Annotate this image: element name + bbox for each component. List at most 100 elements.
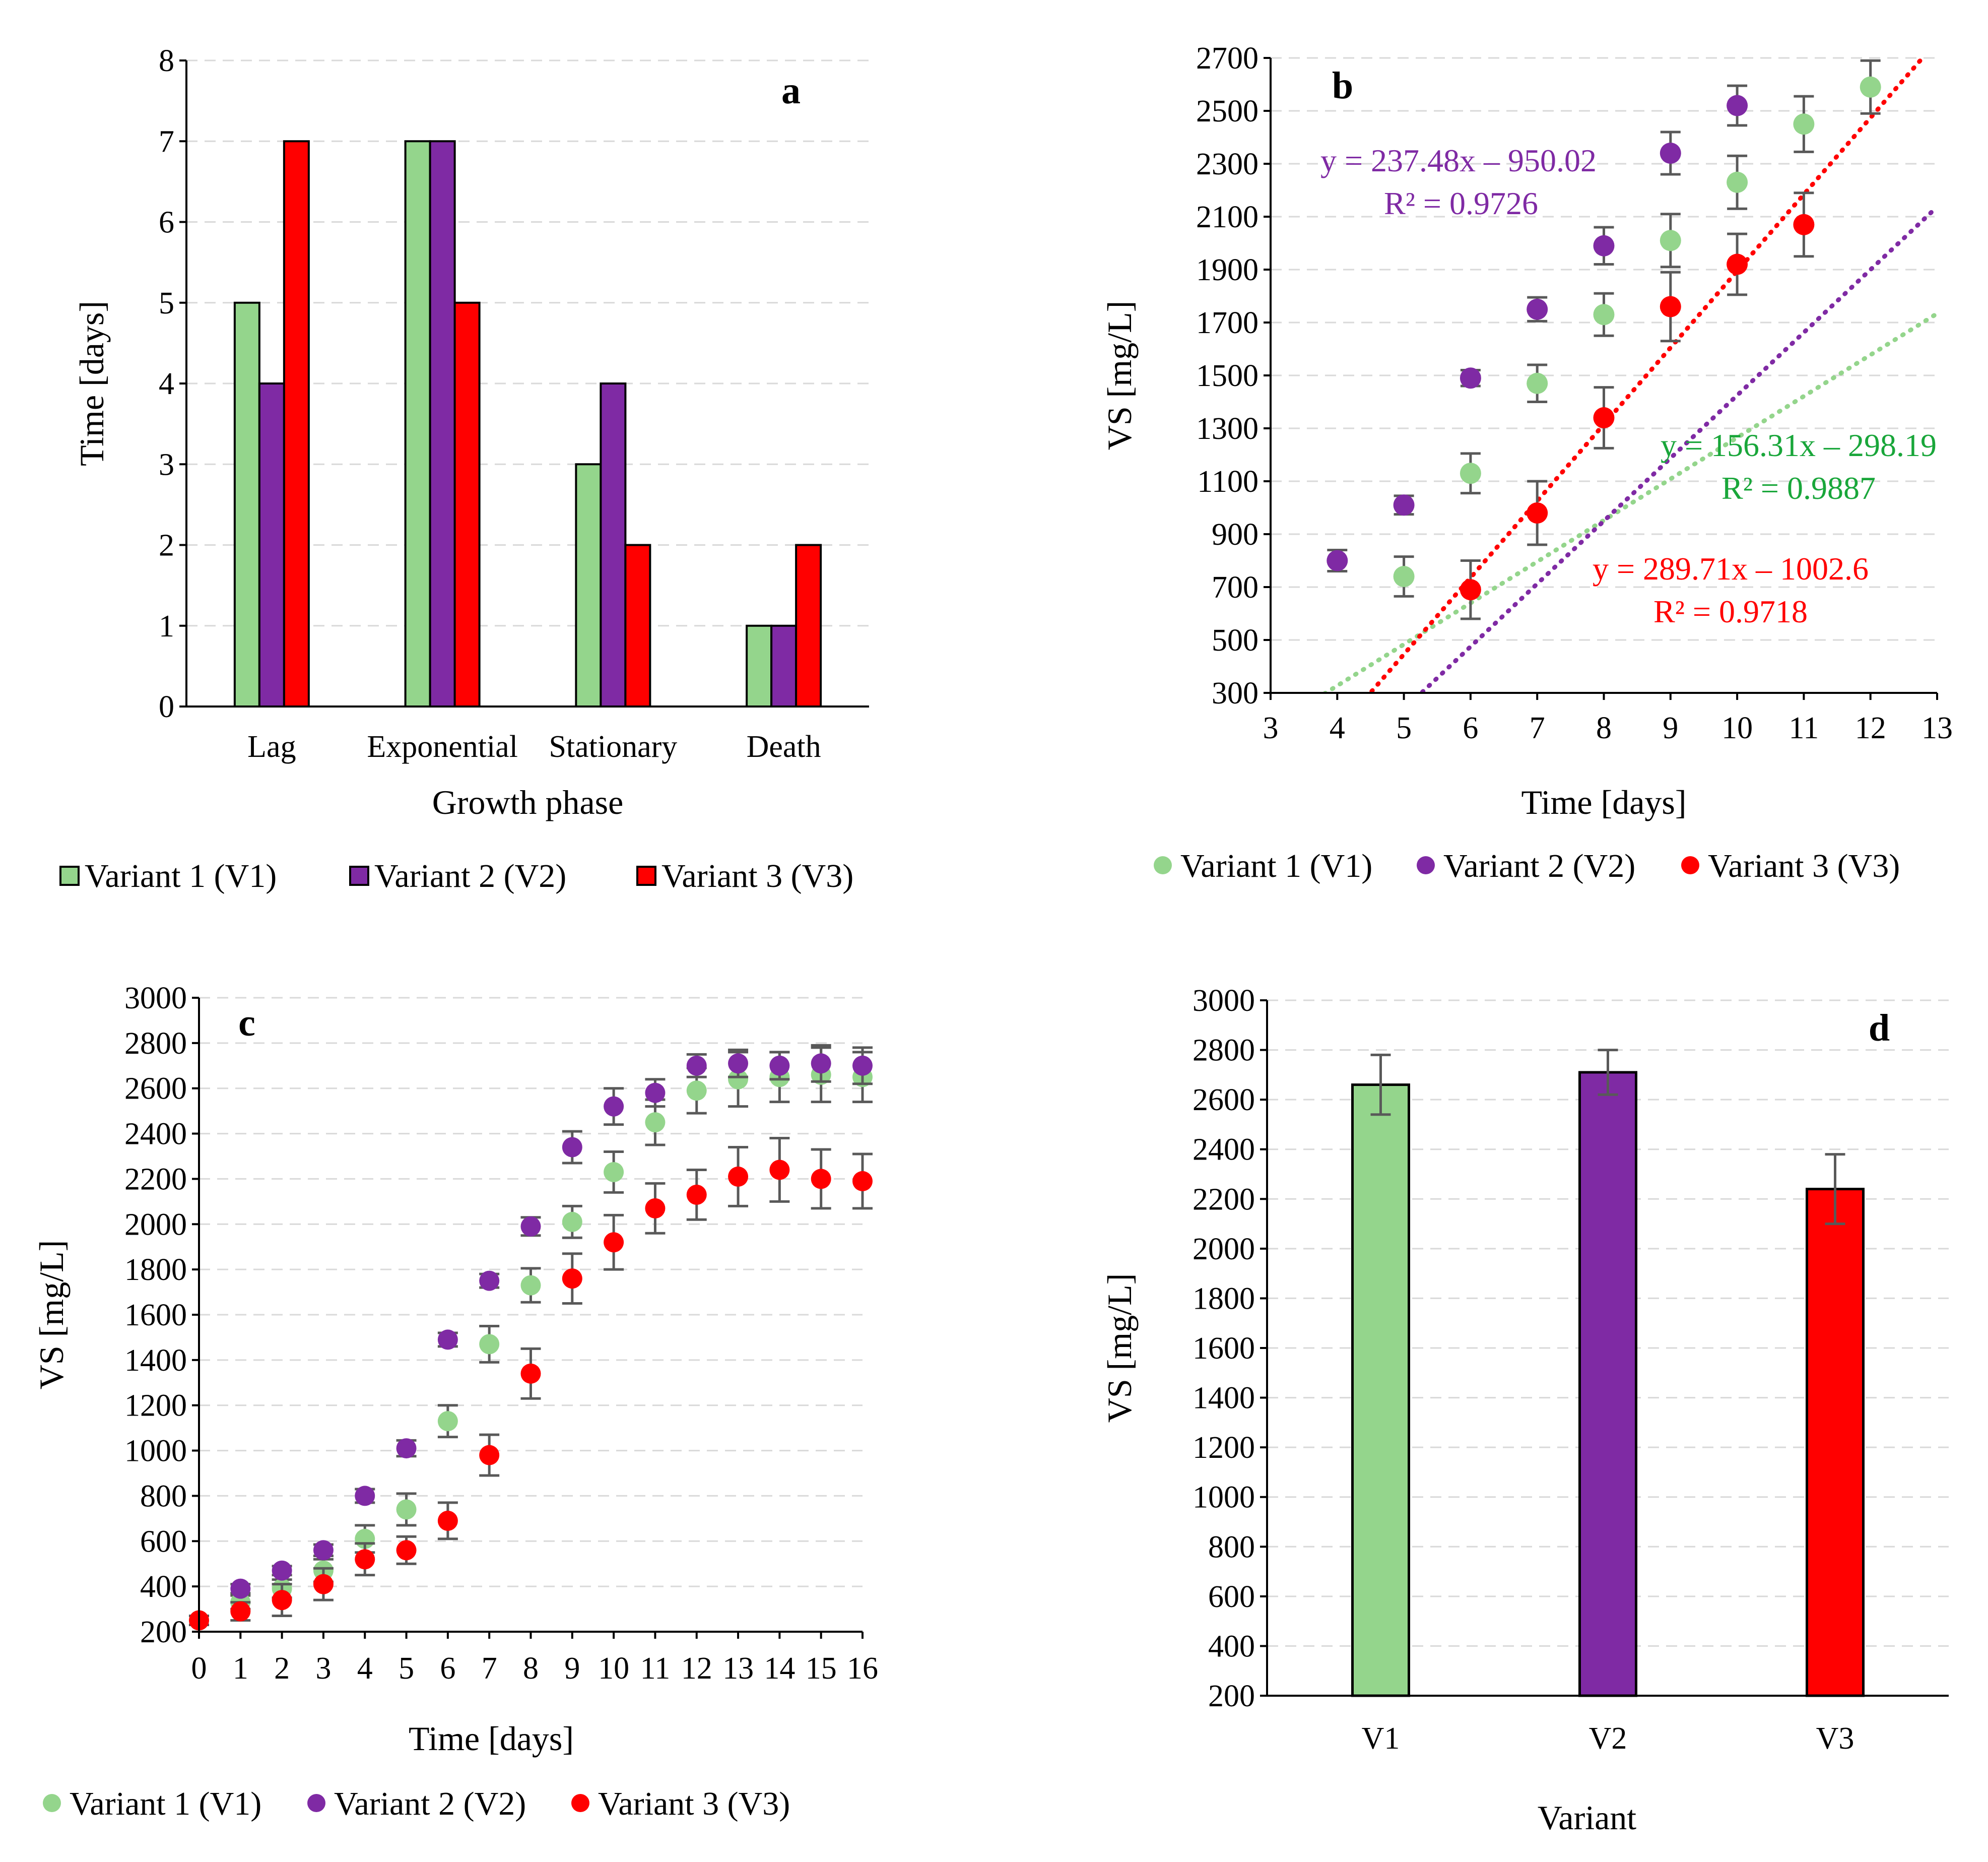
- legend-marker: [307, 1794, 325, 1812]
- bar-3-lag: [283, 140, 310, 708]
- bar-2-exponential: [429, 140, 456, 708]
- y-tick-label: 400: [140, 1570, 187, 1604]
- y-tick-label: 2500: [1196, 94, 1258, 129]
- x-tick-label: 13: [722, 1651, 754, 1686]
- trend-equation: y = 289.71x – 1002.6: [1593, 551, 1869, 587]
- panel-b-linear-phase-scatter-chart: 300 500 700 900 1100 1300 1500 1700 1900 2100 2300…: [1100, 41, 1953, 884]
- x-tick-label: 6: [440, 1651, 455, 1686]
- x-axis-title: Time [days]: [1521, 783, 1686, 821]
- data-point-v3: [1527, 502, 1548, 524]
- x-tick-label: V2: [1589, 1721, 1627, 1756]
- data-point-v2: [852, 1055, 873, 1076]
- data-point-v2: [437, 1329, 458, 1350]
- data-point-v3: [811, 1169, 831, 1189]
- data-point-v1: [1793, 113, 1815, 135]
- data-point-v2: [645, 1082, 666, 1103]
- x-tick-label: 8: [523, 1651, 539, 1686]
- legend-label: Variant 1 (V1): [85, 858, 277, 894]
- x-tick-label: 5: [1396, 711, 1412, 745]
- legend-label: Variant 3 (V3): [1708, 848, 1900, 884]
- x-tick-label: V3: [1816, 1721, 1854, 1756]
- data-point-v3: [479, 1445, 500, 1465]
- data-point-v1: [1460, 463, 1481, 484]
- x-tick-label: 11: [1789, 711, 1819, 745]
- y-tick-label: 1800: [1192, 1281, 1255, 1316]
- data-point-v2: [272, 1560, 292, 1581]
- y-tick-label: 2000: [124, 1207, 187, 1242]
- y-axis-title: Time [days]: [73, 301, 111, 466]
- y-tick-label: 2400: [124, 1117, 187, 1151]
- x-tick-label: 10: [1721, 711, 1753, 745]
- x-tick-label: 6: [1463, 711, 1478, 745]
- data-point-v3: [1593, 407, 1615, 428]
- y-tick-label: 1300: [1196, 412, 1258, 446]
- x-tick-label: 12: [1855, 711, 1886, 745]
- y-tick-label: 2600: [1192, 1083, 1255, 1117]
- data-point-v2: [313, 1540, 334, 1561]
- data-point-v3: [645, 1198, 666, 1218]
- data-point-v3: [562, 1268, 582, 1289]
- y-tick-label: 2200: [1192, 1182, 1255, 1216]
- y-tick-label: 1800: [124, 1253, 187, 1287]
- x-tick-label: 9: [1663, 711, 1678, 745]
- x-tick-label: 12: [681, 1651, 712, 1686]
- y-tick-label: 4: [159, 367, 174, 401]
- data-point-v2: [355, 1486, 375, 1506]
- bar-1-exponential: [404, 140, 431, 708]
- data-point-v2: [1660, 143, 1681, 164]
- panel-d-final-vs-bar-chart: 200 400 600 800 1000 1200 1400 1600 1800 2000 2200…: [1100, 984, 1949, 1837]
- y-tick-label: 2200: [124, 1162, 187, 1196]
- data-point-v1: [645, 1112, 666, 1133]
- data-point-v2: [1527, 298, 1548, 320]
- data-point-v2: [728, 1053, 749, 1074]
- panel-label: b: [1332, 65, 1353, 107]
- x-tick-label: 9: [564, 1651, 580, 1686]
- data-point-v2: [1593, 235, 1615, 256]
- trend-r-squared: R² = 0.9887: [1721, 470, 1876, 506]
- y-axis-title: VS [mg/L]: [1100, 1273, 1139, 1423]
- y-tick-label: 2600: [124, 1072, 187, 1106]
- x-tick-label: 0: [191, 1651, 207, 1686]
- bar-v1: [1351, 1083, 1410, 1697]
- y-axis-title: VS [mg/L]: [1100, 301, 1139, 451]
- legend-label: Variant 1 (V1): [1180, 848, 1372, 884]
- y-tick-label: 1000: [1192, 1481, 1255, 1515]
- y-tick-label: 1900: [1196, 253, 1258, 287]
- x-tick-label: Death: [747, 730, 821, 764]
- data-point-v3: [604, 1232, 624, 1253]
- x-tick-label: 15: [806, 1651, 837, 1686]
- x-tick-label: V1: [1362, 1721, 1400, 1756]
- panel-a-growth-phase-bar-chart: 0 1 2 3 4 5 6 7 8 Lag Exponential Stationary Death Ti…: [59, 44, 869, 894]
- data-point-v1: [520, 1275, 541, 1296]
- bar-1-death: [746, 624, 773, 708]
- data-point-v3: [1793, 214, 1815, 235]
- bar-3-death: [795, 544, 822, 708]
- y-tick-label: 2000: [1192, 1232, 1255, 1266]
- data-point-v3: [686, 1184, 707, 1205]
- x-tick-label: 3: [315, 1651, 331, 1686]
- x-tick-label: 7: [1530, 711, 1545, 745]
- y-tick-label: 800: [140, 1479, 187, 1513]
- legend-swatch: [349, 866, 369, 886]
- x-tick-label: 14: [764, 1651, 795, 1686]
- data-point-v2: [396, 1438, 417, 1459]
- bar-2-stationary: [600, 382, 627, 708]
- y-tick-label: 0: [159, 690, 174, 724]
- y-tick-label: 1600: [1192, 1331, 1255, 1366]
- y-tick-label: 800: [1208, 1530, 1255, 1564]
- y-tick-label: 2: [159, 529, 174, 563]
- x-tick-label: Stationary: [549, 730, 677, 764]
- panel-label: d: [1869, 1007, 1890, 1049]
- y-tick-label: 1000: [124, 1434, 187, 1468]
- legend-label: Variant 2 (V2): [1443, 848, 1635, 884]
- y-tick-label: 600: [140, 1524, 187, 1559]
- data-point-v2: [479, 1270, 500, 1291]
- y-tick-label: 2400: [1192, 1133, 1255, 1167]
- data-point-v3: [437, 1510, 458, 1531]
- data-point-v2: [562, 1137, 582, 1158]
- bar-v3: [1806, 1188, 1865, 1697]
- y-tick-label: 5: [159, 286, 174, 320]
- y-tick-label: 1700: [1196, 306, 1258, 340]
- x-axis-title: Variant: [1538, 1799, 1636, 1837]
- data-point-v3: [1660, 296, 1681, 317]
